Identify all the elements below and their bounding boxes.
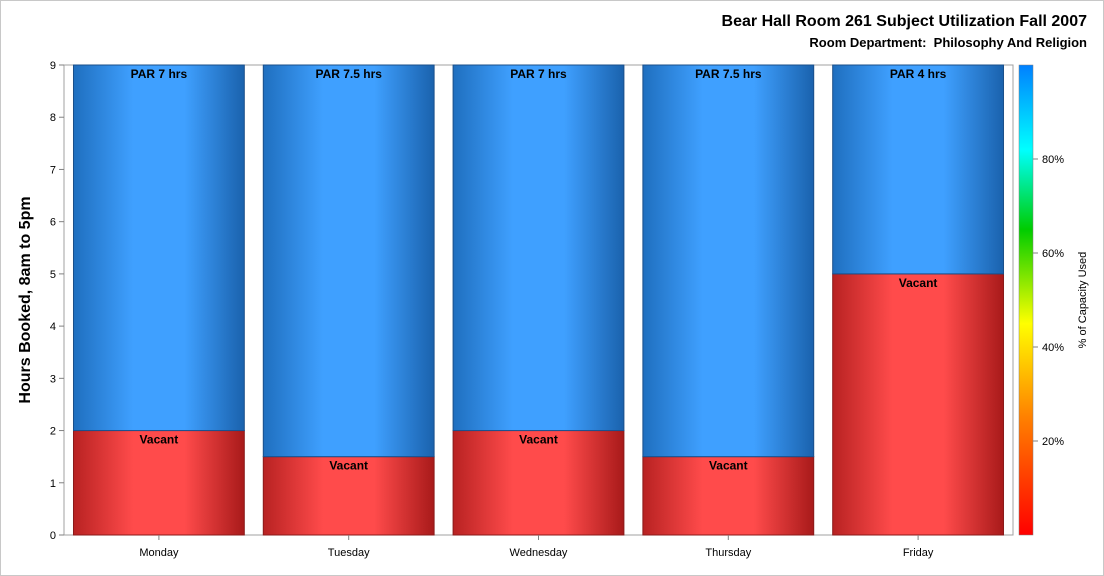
bar-par-thursday — [642, 64, 815, 458]
x-axis: Monday Tuesday Wednesday Thursday Friday — [139, 535, 934, 559]
label-par-friday: PAR 4 hrs — [890, 67, 947, 81]
label-par-monday: PAR 7 hrs — [131, 67, 188, 81]
colorbar-tick-label: 40% — [1042, 342, 1064, 354]
label-vacant-wednesday: Vacant — [519, 433, 558, 447]
y-tick-label: 3 — [50, 373, 56, 385]
label-vacant-friday: Vacant — [899, 276, 938, 290]
bar-par-wednesday — [452, 64, 625, 432]
x-tick-label: Wednesday — [510, 547, 568, 559]
y-tick-label: 8 — [50, 112, 56, 124]
bar-vacant-wednesday — [452, 430, 625, 536]
bar-vacant-friday — [832, 273, 1005, 536]
label-par-thursday: PAR 7.5 hrs — [695, 67, 762, 81]
y-tick-label: 6 — [50, 217, 56, 229]
colorbar-tick-label: 80% — [1042, 154, 1064, 166]
label-vacant-thursday: Vacant — [709, 459, 748, 473]
x-tick-label: Friday — [903, 547, 934, 559]
y-axis: 0 1 2 3 4 5 6 7 8 9 — [50, 60, 64, 542]
bars-group: Vacant PAR 7 hrs Vacant PAR 7.5 hrs Vacant PA… — [72, 64, 1005, 536]
chart-title: Bear Hall Room 261 Subject Utilization F… — [721, 13, 1087, 30]
colorbar — [1018, 64, 1034, 536]
label-vacant-tuesday: Vacant — [329, 459, 368, 473]
y-tick-label: 9 — [50, 60, 56, 72]
y-tick-label: 0 — [50, 530, 56, 542]
colorbar-tick-label: 20% — [1042, 436, 1064, 448]
chart-subtitle: Room Department: Philosophy And Religion — [809, 35, 1087, 50]
label-par-tuesday: PAR 7.5 hrs — [315, 67, 382, 81]
bar-par-tuesday — [262, 64, 435, 458]
x-tick-label: Thursday — [705, 547, 751, 559]
x-tick-label: Tuesday — [328, 547, 370, 559]
y-tick-label: 2 — [50, 426, 56, 438]
bar-vacant-tuesday — [262, 456, 435, 536]
label-vacant-monday: Vacant — [140, 433, 179, 447]
bar-par-monday — [72, 64, 245, 432]
y-tick-label: 1 — [50, 478, 56, 490]
x-tick-label: Monday — [139, 547, 179, 559]
y-tick-label: 7 — [50, 164, 56, 176]
colorbar-tick-label: 60% — [1042, 248, 1064, 260]
label-par-wednesday: PAR 7 hrs — [510, 67, 567, 81]
colorbar-ticks: 20% 40% 60% 80% — [1033, 154, 1064, 448]
bar-par-friday — [832, 64, 1005, 275]
y-axis-label: Hours Booked, 8am to 5pm — [17, 196, 34, 403]
colorbar-label: % of Capacity Used — [1077, 252, 1089, 349]
y-tick-label: 5 — [50, 269, 56, 281]
y-tick-label: 4 — [50, 321, 56, 333]
bar-vacant-thursday — [642, 456, 815, 536]
